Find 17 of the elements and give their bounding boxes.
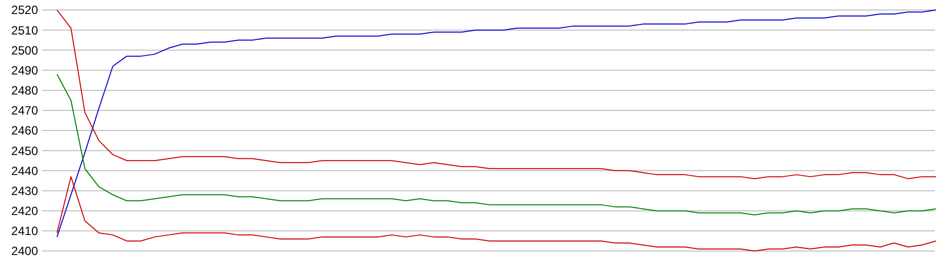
y-tick-label: 2420 [11, 204, 38, 218]
y-tick-label: 2410 [11, 224, 38, 238]
y-tick-label: 2480 [11, 84, 38, 98]
line-series [56, 10, 936, 180]
y-tick-label: 2460 [11, 124, 38, 138]
line-series [56, 10, 936, 238]
y-tick-label: 2470 [11, 104, 38, 118]
y-tick-label: 2400 [11, 244, 38, 258]
line-series [56, 74, 936, 216]
line-series [56, 176, 936, 252]
y-tick-label: 2440 [11, 164, 38, 178]
y-tick-label: 2500 [11, 43, 38, 58]
y-tick-label: 2520 [11, 3, 38, 18]
y-tick-label: 2510 [11, 23, 38, 38]
y-tick-label: 2450 [11, 144, 38, 158]
y-tick-label: 2430 [11, 184, 38, 198]
y-tick-label: 2490 [11, 63, 38, 78]
